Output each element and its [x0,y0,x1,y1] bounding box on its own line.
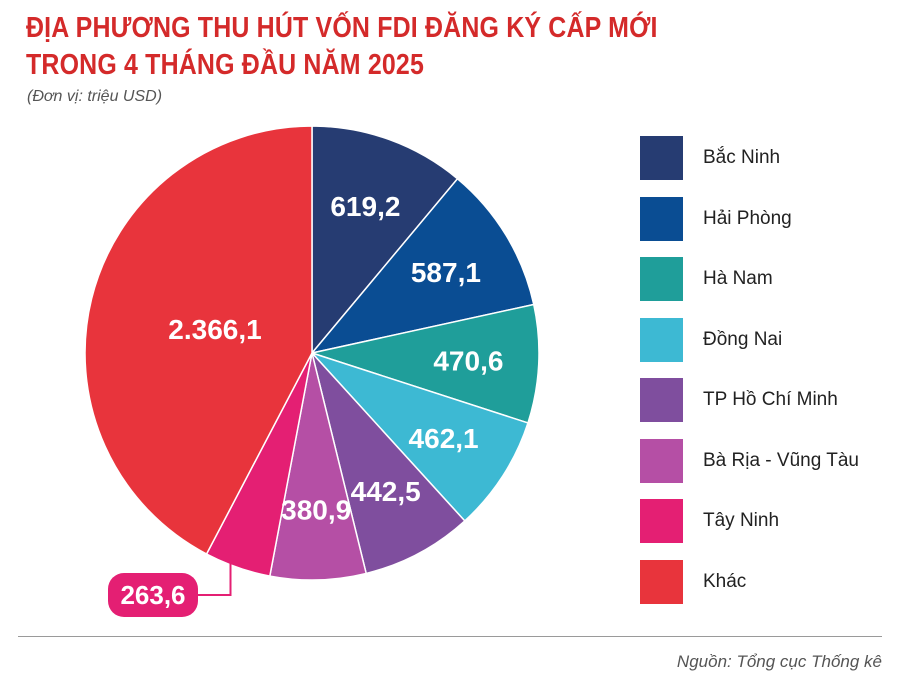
legend-swatch [640,317,683,362]
data-label-hai-phong: 587,1 [411,257,481,288]
legend-swatch [640,257,683,301]
callout-badge [108,573,198,617]
legend-swatch [640,196,683,241]
legend-label: Hải Phòng [703,207,792,229]
chart-title-line-1: ĐỊA PHƯƠNG THU HÚT VỐN FDI ĐĂNG KÝ CẤP M… [26,12,658,44]
legend-swatch [640,438,683,483]
legend-swatch [640,559,683,604]
legend-label: Hà Nam [703,268,773,289]
legend-item-dong-nai: Đồng Nai [640,317,890,362]
legend-item-ba-ria-vung-tau: Bà Rịa - Vũng Tàu [640,438,890,483]
legend-item-khac: Khác [640,559,890,604]
legend-swatch [640,378,683,422]
legend-item-tay-ninh: Tây Ninh [640,499,890,543]
legend-swatch [640,136,683,180]
data-label-bac-ninh: 619,2 [330,191,400,222]
legend-label: Đồng Nai [703,328,783,350]
pie-slice-dong-nai [309,351,529,522]
pie-slice-ha-nam [309,303,540,424]
pie-slice-hai-phong [310,177,535,355]
data-label-tp-ho-chi-minh: 442,5 [351,476,421,507]
data-label-ha-nam: 470,6 [433,346,503,377]
unit-note: (Đơn vị: triệu USD) [27,88,163,105]
data-label-tay-ninh: 263,6 [120,580,185,610]
legend-label: Bắc Ninh [703,147,781,168]
legend-label: TP Hồ Chí Minh [703,389,838,410]
legend-swatch [640,499,683,543]
footer-divider [18,636,882,637]
legend-item-tp-ho-chi-minh: TP Hồ Chí Minh [640,378,890,422]
legend-item-hai-phong: Hải Phòng [640,196,890,241]
legend-label: Bà Rịa - Vũng Tàu [703,449,859,471]
data-label-dong-nai: 462,1 [409,423,479,454]
pie-slice-khac [84,125,313,556]
pie-slice-tp-ho-chi-minh [311,352,466,575]
chart-title: ĐỊA PHƯƠNG THU HÚT VỐN FDI ĐĂNG KÝ CẤP M… [26,10,658,84]
legend-item-bac-ninh: Bắc Ninh [640,136,890,180]
legend-label: Tây Ninh [703,510,780,531]
chart-title-line-2: TRONG 4 THÁNG ĐẦU NĂM 2025 [26,49,425,81]
data-label-khac: 2.366,1 [168,314,261,345]
callout-line [198,554,232,596]
data-label-ba-ria-vung-tau: 380,9 [281,495,351,526]
pie-slice-bac-ninh [311,125,459,356]
source-note: Nguồn: Tổng cục Thống kê [676,652,882,671]
legend-label: Khác [703,570,747,592]
legend-item-ha-nam: Hà Nam [640,257,890,301]
